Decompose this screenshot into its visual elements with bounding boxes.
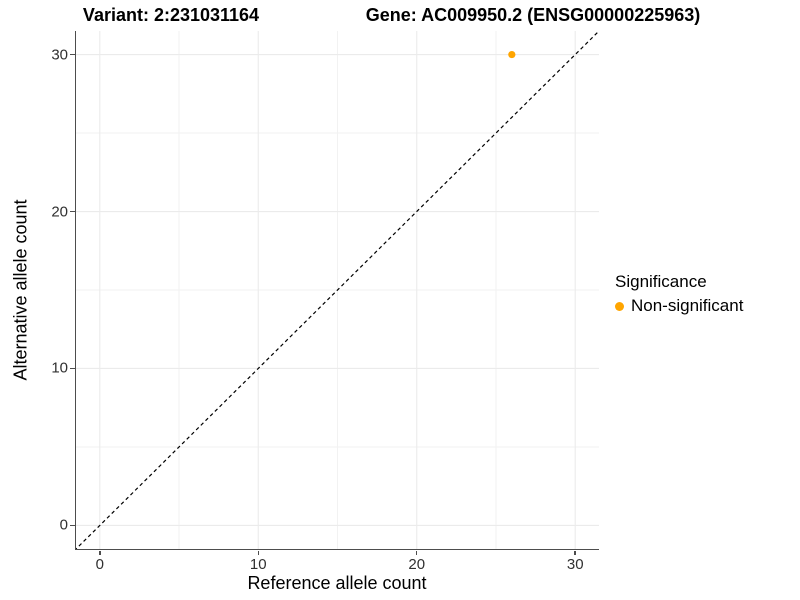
plot-title-gene: Gene: AC009950.2 (ENSG00000225963) xyxy=(365,5,701,25)
legend-item-non-significant: Non-significant xyxy=(615,296,743,316)
y-tick-mark xyxy=(70,524,75,527)
x-tick-mark xyxy=(99,550,101,555)
y-tick-label: 20 xyxy=(51,203,68,220)
x-tick-label: 10 xyxy=(249,556,267,573)
legend: Significance Non-significant xyxy=(615,272,743,316)
plot-canvas xyxy=(75,31,599,549)
x-tick-mark xyxy=(415,550,418,555)
legend-item-label: Non-significant xyxy=(631,296,744,315)
x-tick-mark xyxy=(257,550,259,555)
plot-panel xyxy=(74,31,599,550)
data-point xyxy=(507,50,515,59)
x-tick-label: 0 xyxy=(95,556,104,573)
x-tick-label: 20 xyxy=(408,556,426,573)
x-axis-title: Reference allele count xyxy=(247,573,427,593)
y-tick-label: 0 xyxy=(59,516,68,534)
y-axis-title: Alternative allele count xyxy=(10,199,31,381)
x-tick-label: 30 xyxy=(566,556,584,573)
y-tick-mark xyxy=(70,53,75,56)
y-tick-label: 30 xyxy=(51,46,68,64)
y-tick-mark xyxy=(70,210,75,213)
identity-reference-line xyxy=(75,31,599,549)
legend-title: Significance xyxy=(615,272,707,291)
y-tick-label: 10 xyxy=(51,359,68,377)
legend-key-point-icon xyxy=(615,301,624,311)
y-tick-mark xyxy=(70,367,75,370)
x-tick-mark xyxy=(574,550,576,555)
plot-title-variant: Variant: 2:231031164 xyxy=(82,5,260,25)
